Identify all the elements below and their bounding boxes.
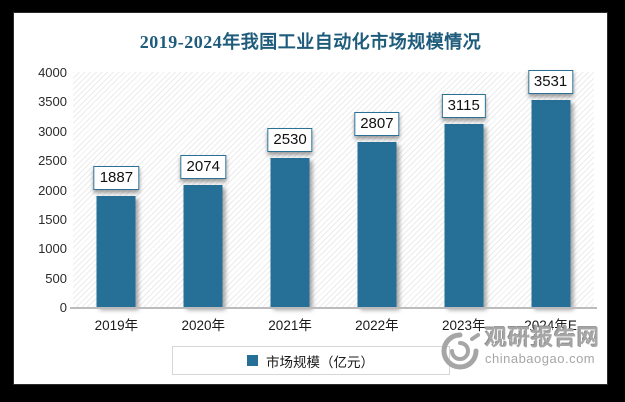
legend: 市场规模（亿元） xyxy=(171,346,450,375)
chart-title: 2019-2024年我国工业自动化市场规模情况 xyxy=(139,32,482,52)
watermark-site-url: chinabaogao.com xyxy=(485,351,596,366)
legend-marker-icon xyxy=(247,355,258,366)
bar-slot: 3531 xyxy=(507,70,594,307)
bar-slot: 2074 xyxy=(160,72,247,307)
spiral-logo-icon xyxy=(441,332,480,370)
x-tick-label: 2021年 xyxy=(268,318,312,333)
bar-slot: 1887 xyxy=(73,72,160,307)
bar-slot: 3115 xyxy=(420,72,507,307)
data-label: 1887 xyxy=(93,166,140,190)
watermark-text: 观研报告网 chinabaogao.com xyxy=(485,325,601,366)
bar-slot: 2807 xyxy=(333,72,420,307)
data-label: 3531 xyxy=(527,70,574,94)
y-tick-label: 500 xyxy=(45,270,67,286)
plot-area: 1887 2074 2530 2807 3115 3531 xyxy=(73,70,594,307)
data-label: 2074 xyxy=(180,155,226,179)
y-axis: 4000 3500 3000 2500 2000 1500 1000 500 0 xyxy=(14,13,67,384)
x-tick-label: 2024年E xyxy=(524,318,577,333)
data-label: 2807 xyxy=(354,112,400,136)
y-tick-label: 3000 xyxy=(38,123,67,139)
y-tick-label: 1000 xyxy=(38,241,67,257)
x-tick-label: 2020年 xyxy=(181,318,226,333)
bar-2019年 xyxy=(96,196,136,307)
y-tick-label: 1500 xyxy=(38,211,67,227)
x-tick-label: 2019年 xyxy=(94,318,139,333)
y-tick-label: 4000 xyxy=(38,65,67,80)
x-tick-label: 2022年 xyxy=(355,318,399,333)
watermark: 观研报告网 chinabaogao.com xyxy=(439,327,611,372)
y-tick-label: 0 xyxy=(59,300,67,315)
watermark-site-name: 观研报告网 xyxy=(485,325,601,350)
y-tick-label: 3500 xyxy=(38,94,67,110)
bar-2021年 xyxy=(270,158,310,307)
bar-2022年 xyxy=(357,142,397,307)
y-tick-label: 2500 xyxy=(38,153,67,169)
data-label: 3115 xyxy=(441,94,486,118)
y-tick-label: 2000 xyxy=(38,182,67,198)
bar-slot: 2530 xyxy=(247,72,334,307)
bar-2024年E xyxy=(531,100,571,307)
data-label: 2530 xyxy=(267,128,313,152)
x-axis: 2019年 2020年 2021年 2022年 2023年 2024年E xyxy=(73,314,594,334)
bar-2023年 xyxy=(444,124,484,307)
legend-label: 市场规模（亿元） xyxy=(266,354,374,370)
bar-2020年 xyxy=(183,185,223,307)
chart-panel: 2019-2024年我国工业自动化市场规模情况 4000 3500 3000 2500… xyxy=(13,12,608,385)
x-axis-line xyxy=(70,307,597,309)
x-tick-label: 2023年 xyxy=(441,318,486,333)
